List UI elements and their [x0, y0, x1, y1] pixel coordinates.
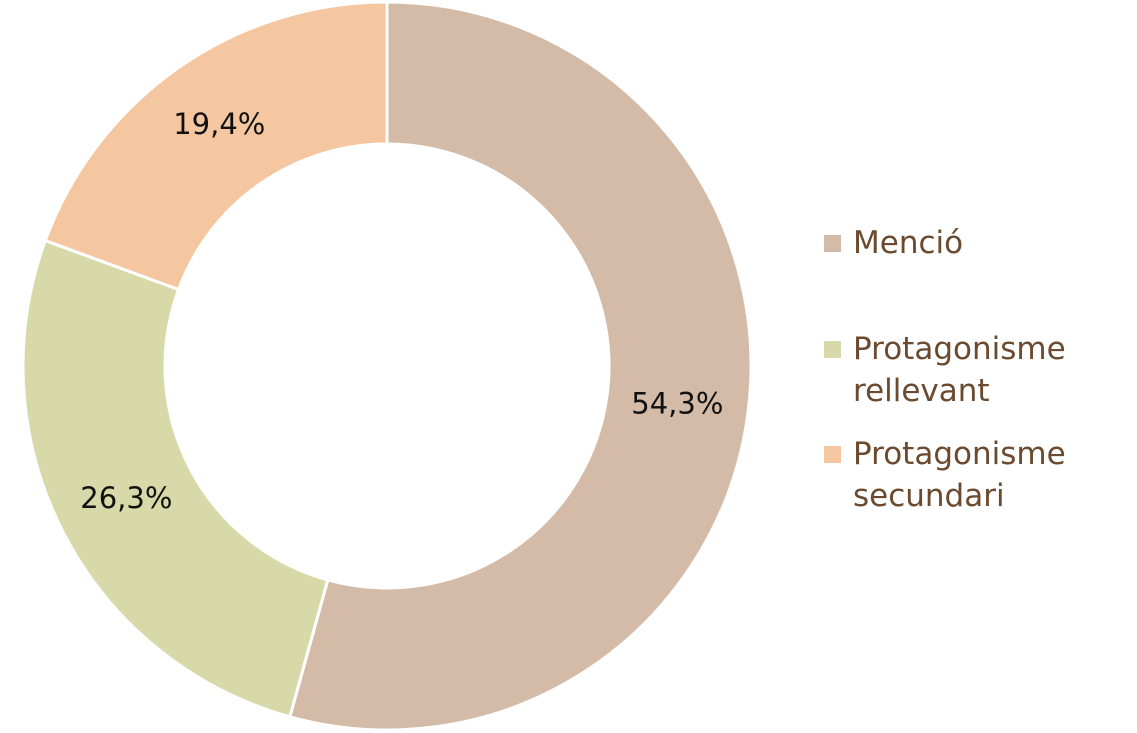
legend-swatch: [824, 446, 841, 463]
legend-label: Menció: [853, 225, 964, 261]
legend-swatch: [824, 235, 841, 252]
data-label: 54,3%: [631, 386, 723, 420]
data-label: 19,4%: [173, 107, 265, 141]
slice: [21, 238, 330, 719]
legend-label: Protagonisme secundari: [853, 436, 1066, 514]
legend-item: Protagonisme secundari: [824, 433, 1124, 517]
slice: [288, 0, 753, 732]
legend-swatch: [824, 341, 841, 358]
legend-item: Protagonisme rellevant: [824, 328, 1124, 412]
slice: [43, 0, 389, 292]
data-label: 26,3%: [80, 481, 172, 515]
legend-label: Protagonisme rellevant: [853, 331, 1066, 409]
legend-item: Menció: [824, 222, 1124, 264]
